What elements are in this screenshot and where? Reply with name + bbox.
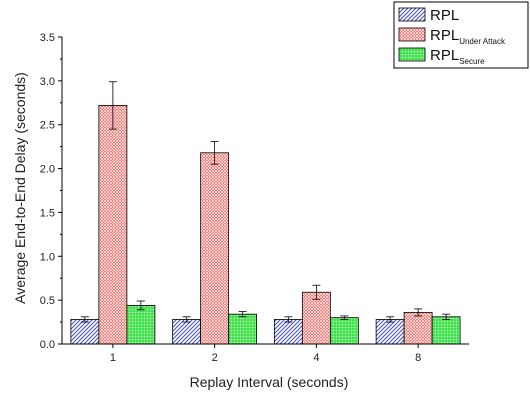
bar — [329, 317, 359, 345]
legend-entry: RPL — [430, 7, 459, 24]
x-axis: 1 2 4 8 — [62, 343, 469, 364]
legend-swatch — [398, 47, 426, 62]
bar — [431, 316, 461, 345]
x-tick-label: 8 — [415, 352, 421, 364]
y-axis: 0.0 0.5 1.0 1.5 2.0 2.5 3.0 3.5 — [40, 32, 63, 351]
y-tick-label: 3.5 — [40, 32, 55, 44]
x-axis-label: Replay Interval (seconds) — [190, 374, 349, 390]
y-tick-label: 3.0 — [40, 76, 55, 88]
legend-swatch — [398, 27, 426, 42]
bar — [273, 319, 303, 345]
x-tick-label: 4 — [313, 352, 319, 364]
y-tick-label: 2.5 — [40, 120, 55, 132]
y-tick-label: 0.5 — [40, 295, 55, 307]
y-tick-label: 0.0 — [40, 339, 55, 351]
bar — [70, 319, 100, 345]
bar — [228, 313, 258, 345]
legend-entry-subscript: Under Attack — [459, 37, 506, 46]
legend-entry: RPLSecure — [430, 47, 485, 66]
y-tick-label: 1.5 — [40, 207, 55, 219]
bar — [98, 105, 128, 345]
bar — [172, 319, 202, 345]
bar — [301, 291, 331, 345]
bar — [126, 305, 156, 345]
y-tick-label: 1.0 — [40, 251, 55, 263]
legend-entry-main: RPL — [430, 27, 459, 44]
bar — [200, 152, 230, 345]
bar — [403, 312, 433, 345]
bar — [375, 319, 405, 345]
y-axis-label: Average End-to-End Delay (seconds) — [12, 72, 28, 304]
plot-area — [70, 81, 461, 345]
legend-entry-subscript: Secure — [459, 57, 485, 66]
legend-entry-main: RPL — [430, 7, 459, 24]
y-tick-label: 2.0 — [40, 164, 55, 176]
legend-entry: RPLUnder Attack — [430, 27, 506, 46]
legend-swatch — [398, 7, 426, 22]
x-tick-label: 1 — [110, 352, 116, 364]
legend-entry-main: RPL — [430, 47, 459, 64]
x-tick-label: 2 — [212, 352, 218, 364]
